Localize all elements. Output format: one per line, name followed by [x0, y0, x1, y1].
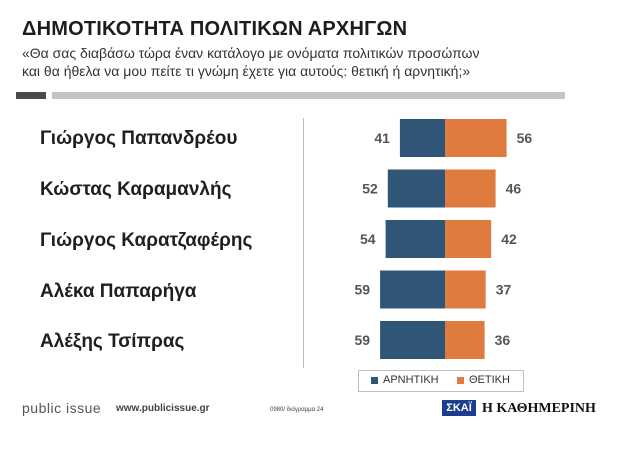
category-label: Γιώργος Παπανδρέου [40, 128, 238, 149]
header-rule-dark [16, 92, 46, 99]
bar-positive [445, 169, 496, 208]
category-label: Γιώργος Καρατζαφέρης [40, 230, 253, 251]
footer-brand: public issue [22, 400, 102, 416]
subtitle-line-1: «Θα σας διαβάσω τώρα έναν κατάλογο με ον… [22, 45, 480, 61]
category-label: Αλέξης Τσίπρας [40, 331, 185, 352]
data-label-positive: 56 [517, 130, 533, 146]
bar-negative [380, 270, 445, 309]
category-label: Κώστας Καραμανλής [40, 179, 232, 200]
data-label-positive: 36 [495, 332, 511, 348]
legend: ΑΡΝΗΤΙΚΗ ΘΕΤΙΚΗ [358, 370, 524, 392]
subtitle-line-2: και θα ήθελα να μου πείτε τι γνώμη έχετε… [22, 63, 471, 79]
divider-line [303, 118, 304, 368]
chart-subtitle: «Θα σας διαβάσω τώρα έναν κατάλογο με ον… [22, 44, 622, 80]
bar-negative [380, 321, 445, 359]
data-label-positive: 46 [506, 181, 522, 197]
footer-url[interactable]: www.publicissue.gr [116, 403, 210, 414]
skai-logo: ΣΚΑΪ [442, 400, 476, 416]
bar-positive [445, 119, 507, 157]
bar-negative [399, 119, 445, 157]
header-rule-light [52, 92, 565, 99]
legend-label-negative: ΑΡΝΗΤΙΚΗ [383, 374, 439, 386]
data-label-negative: 52 [362, 181, 378, 197]
kathimerini-logo: Η ΚΑΘΗΜΕΡΙΝΗ [482, 401, 596, 416]
legend-swatch-negative [371, 377, 378, 384]
bar-positive [445, 220, 492, 258]
data-label-negative: 59 [355, 282, 371, 298]
bar-negative [385, 220, 445, 258]
chart-title: ΔΗΜΟΤΙΚΟΤΗΤΑ ΠΟΛΙΤΙΚΩΝ ΑΡΧΗΓΩΝ [22, 18, 408, 40]
data-label-positive: 42 [501, 231, 517, 247]
legend-swatch-positive [457, 377, 464, 384]
bar-positive [445, 270, 486, 309]
data-label-negative: 59 [355, 332, 371, 348]
category-label: Αλέκα Παπαρήγα [40, 281, 197, 302]
legend-label-positive: ΘΕΤΙΚΗ [469, 374, 510, 386]
footer-reference: 0980/ διάγραμμα 24 [270, 407, 324, 413]
bar-negative [387, 169, 445, 208]
data-label-negative: 54 [360, 231, 376, 247]
data-label-negative: 41 [374, 130, 390, 146]
data-label-positive: 37 [496, 282, 512, 298]
bar-positive [445, 321, 485, 359]
